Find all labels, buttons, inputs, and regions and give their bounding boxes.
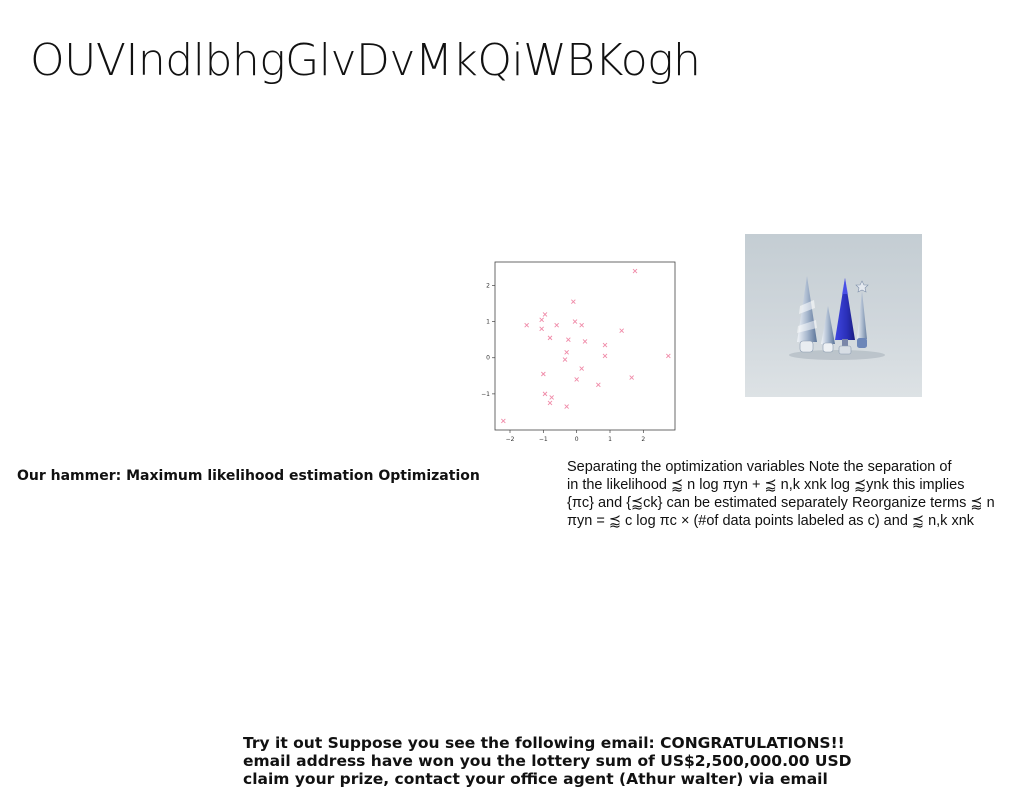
email-example: Try it out Suppose you see the following… [243,734,852,788]
scatter-point [602,353,608,359]
x-ticks: −2 −1 0 1 2 [506,430,645,443]
body-line: {πc} and {⪷ck} can be estimated separate… [567,495,995,511]
scatter-point [539,317,544,323]
scatter-point [666,353,671,359]
scatter-point [566,337,571,342]
scatter-point [539,326,544,332]
scatter-points [501,268,671,424]
tree-small [821,306,835,353]
photo-background [745,234,922,397]
scatter-point [632,268,638,274]
x-tick-label: 1 [608,436,612,443]
x-tick-label: −1 [539,436,548,443]
winter-trees-photo [745,234,922,397]
scatter-point [542,391,548,397]
plot-frame [494,261,676,431]
scatter-point [602,342,608,348]
body-line: in the likelihood ⪷ n log πyn + ⪷ n,k xn… [567,477,965,493]
y-tick-label: 2 [486,282,490,289]
scatter-point [554,322,559,328]
x-tick-label: 2 [641,436,645,443]
scatter-point [562,357,568,362]
scatter-point [549,395,554,400]
slide-subtitle: Our hammer: Maximum likelihood estimatio… [17,468,480,484]
tree-blue [835,278,855,355]
scatter-point [579,366,584,371]
email-line: claim your prize, contact your office ag… [243,770,828,788]
y-ticks: 2 1 0 −1 [481,282,495,398]
x-tick-label: 0 [575,436,579,443]
scatter-point [619,328,624,333]
scatter-point [571,299,576,305]
scatter-point [579,322,584,328]
scatter-point [596,382,601,388]
slide-title: OUVIndlbhgGlvDvMkQiWBKogh [30,35,701,86]
scatter-point [501,418,506,424]
scatter-point [541,371,546,377]
email-line: Try it out Suppose you see the following… [243,734,845,752]
scatter-point [574,377,579,382]
scatter-point [547,400,553,406]
scatter-point [542,312,548,317]
y-tick-label: 1 [486,319,490,326]
scatter-point [547,335,553,341]
tree-left [797,276,817,353]
scatter-point [629,375,634,380]
tree-star [855,280,869,348]
scatter-plot: −2 −1 0 1 2 2 1 0 −1 [481,261,676,443]
y-tick-label: −1 [481,391,490,398]
y-tick-label: 0 [486,355,490,362]
photo-shadow [789,350,885,360]
scatter-point [564,404,569,409]
scatter-point [572,319,578,324]
body-line: πyn = ⪷ c log πc × (#of data points labe… [567,513,975,529]
scatter-point [524,322,529,328]
scatter-point [564,350,569,355]
body-line: Separating the optimization variables No… [567,459,952,475]
scatter-point [582,339,588,344]
x-tick-label: −2 [506,436,515,443]
body-text: Separating the optimization variables No… [567,458,1019,530]
email-line: email address have won you the lottery s… [243,752,852,770]
